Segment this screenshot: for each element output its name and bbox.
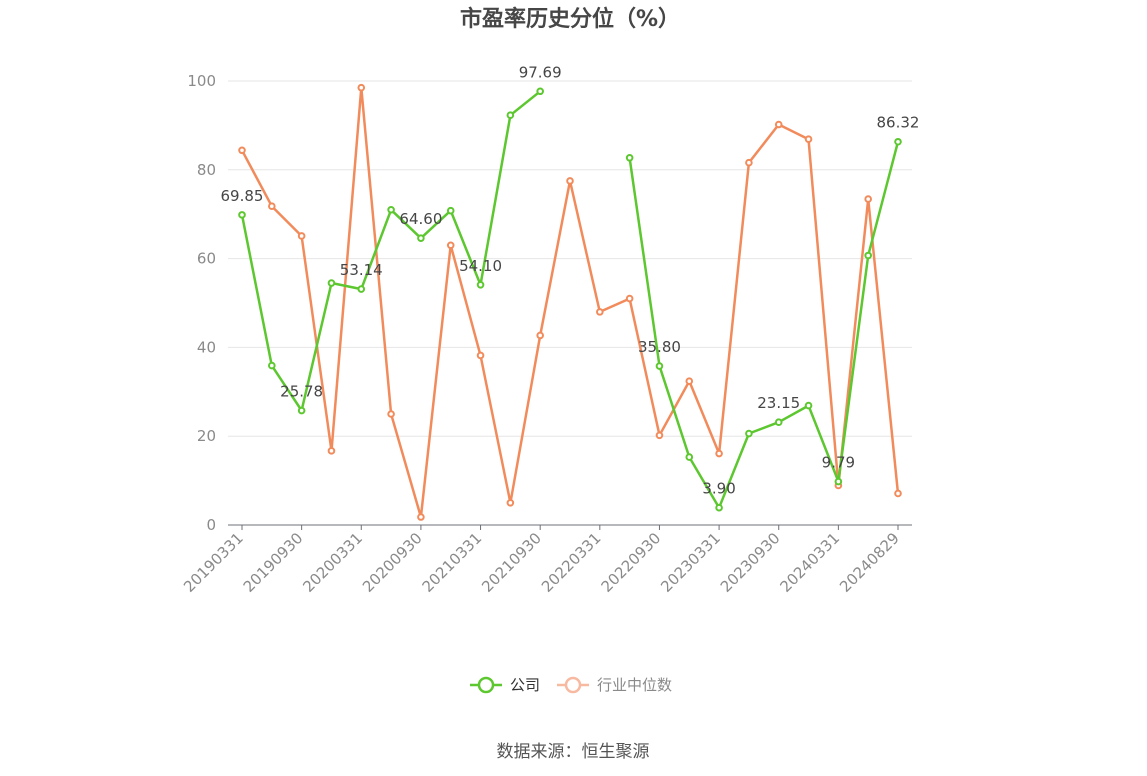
legend-marker-icon [564, 676, 582, 694]
x-tick-label: 20200930 [359, 529, 426, 596]
x-axis: 2019033120190930202003312020093020210331… [180, 524, 912, 596]
data-label: 97.69 [519, 63, 562, 81]
x-tick-label: 20230930 [717, 529, 784, 596]
industry-median-data-point[interactable] [625, 294, 634, 303]
company-data-point[interactable] [715, 503, 723, 512]
industry-median-data-point[interactable] [446, 241, 455, 250]
y-tick-label: 20 [197, 427, 216, 445]
legend[interactable]: 公司 行业中位数 [470, 676, 672, 694]
data-label: 64.60 [399, 210, 442, 228]
company-data-point[interactable] [268, 361, 276, 370]
industry-median-data-point[interactable] [297, 232, 306, 240]
legend-marker-icon [477, 676, 495, 694]
company-data-point[interactable] [506, 111, 515, 119]
industry-median-data-point[interactable] [745, 158, 753, 167]
y-tick-label: 100 [187, 72, 216, 90]
data-label: 25.78 [280, 383, 323, 401]
data-label: 69.85 [221, 187, 264, 205]
x-tick-label: 20210930 [478, 529, 545, 596]
x-tick-label: 20240331 [776, 529, 843, 596]
x-tick-label: 20190331 [180, 529, 247, 596]
grid-lines [228, 80, 912, 437]
y-tick-label: 80 [197, 161, 216, 179]
series-points [238, 83, 902, 521]
industry-median-data-point[interactable] [566, 177, 574, 185]
company-data-point[interactable] [387, 205, 395, 214]
industry-median-data-point[interactable] [804, 135, 813, 143]
data-label: 35.80 [638, 338, 681, 356]
series-lines [240, 86, 900, 519]
chart-title: 市盈率历史分位（%） [460, 6, 680, 32]
company-data-point[interactable] [327, 279, 336, 287]
data-source: 数据来源：恒生聚源 [497, 742, 650, 762]
x-tick-label: 20240829 [836, 529, 903, 596]
industry-median-data-point[interactable] [685, 377, 694, 385]
company-data-point[interactable] [357, 285, 366, 293]
data-label: 54.10 [459, 257, 502, 275]
company-data-point[interactable] [476, 280, 485, 289]
data-label: 3.90 [702, 480, 735, 498]
legend-item-company[interactable]: 公司 [470, 676, 540, 694]
industry-median-data-point[interactable] [476, 351, 485, 360]
company-data-point[interactable] [417, 234, 425, 242]
y-tick-label: 0 [206, 516, 216, 534]
data-label: 23.15 [757, 394, 800, 412]
y-axis: 0 20 40 60 80 100 [187, 72, 216, 534]
company-data-point[interactable] [536, 87, 544, 96]
company-data-point[interactable] [625, 154, 634, 162]
industry-median-data-point[interactable] [894, 489, 902, 498]
industry-median-data-point[interactable] [268, 202, 276, 211]
x-tick-label: 20230331 [657, 529, 724, 596]
data-label: 9.79 [822, 454, 855, 472]
x-tick-label: 20200331 [299, 529, 366, 596]
company-series-line [240, 90, 900, 509]
company-data-point[interactable] [804, 401, 813, 410]
legend-item-industry-median[interactable]: 行业中位数 [557, 676, 672, 694]
industry-median-data-point[interactable] [387, 410, 395, 418]
company-data-point[interactable] [834, 477, 843, 486]
industry-median-data-point[interactable] [655, 431, 664, 440]
industry-median-data-point[interactable] [506, 499, 515, 507]
company-data-point[interactable] [774, 418, 783, 427]
industry-median-data-point[interactable] [238, 146, 246, 155]
industry-median-data-point[interactable] [715, 449, 723, 458]
x-tick-label: 20220930 [598, 529, 665, 596]
company-data-point[interactable] [446, 206, 455, 215]
data-labels: 69.85 25.78 53.14 64.60 54.10 97.69 35.80 3.90 2… [221, 63, 920, 497]
company-data-point[interactable] [297, 406, 306, 415]
x-tick-label: 20210331 [419, 529, 486, 596]
industry-median-data-point[interactable] [864, 195, 872, 203]
industry-median-data-point[interactable] [417, 513, 425, 521]
industry-median-data-point[interactable] [536, 331, 544, 340]
industry-median-data-point[interactable] [327, 447, 336, 455]
industry-median-series-line [240, 86, 900, 519]
x-tick-label: 20220331 [538, 529, 605, 596]
data-label: 53.14 [340, 261, 383, 279]
company-data-point[interactable] [238, 211, 246, 219]
legend-label: 公司 [510, 676, 540, 694]
company-data-point[interactable] [655, 362, 664, 370]
data-label: 86.32 [877, 114, 920, 132]
legend-label: 行业中位数 [597, 676, 672, 694]
y-tick-label: 60 [197, 250, 216, 268]
company-data-point[interactable] [864, 251, 872, 260]
industry-median-data-point[interactable] [774, 120, 783, 129]
y-tick-label: 40 [197, 338, 216, 356]
company-data-point[interactable] [745, 429, 753, 438]
company-data-point[interactable] [894, 137, 902, 146]
industry-median-data-point[interactable] [596, 308, 604, 316]
industry-median-data-point[interactable] [357, 83, 366, 92]
x-tick-label: 20190930 [240, 529, 307, 596]
company-data-point[interactable] [685, 453, 694, 461]
